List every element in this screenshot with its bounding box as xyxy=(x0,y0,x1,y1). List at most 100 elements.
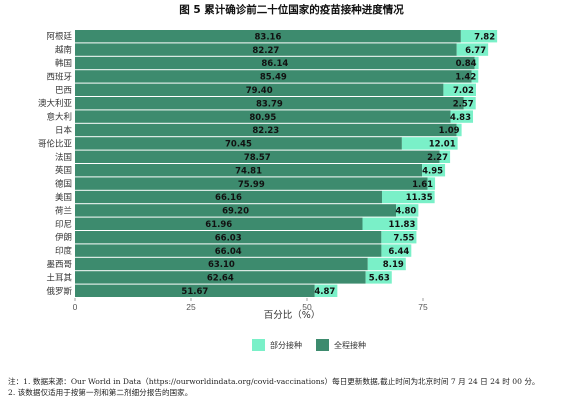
bar-partial xyxy=(365,271,392,284)
bar-partial xyxy=(396,204,419,217)
bar-partial xyxy=(422,164,446,177)
partial-value-label: 4.87 xyxy=(314,287,335,297)
bar-full xyxy=(75,190,382,204)
partial-value-label: 8.19 xyxy=(383,260,404,270)
x-tick-label: 50 xyxy=(302,302,312,312)
full-value-label: 75.99 xyxy=(238,180,265,190)
category-label: 印尼 xyxy=(55,219,72,230)
category-label: 土耳其 xyxy=(46,272,72,283)
category-label: 日本 xyxy=(55,125,73,136)
bar-full xyxy=(75,123,457,137)
footnote-2: 2. 该数据仅适用于按第一剂和第二剂细分报告的国家。 xyxy=(8,388,193,397)
partial-value-label: 12.01 xyxy=(429,140,456,150)
bar-full xyxy=(75,204,397,217)
partial-value-label: 11.83 xyxy=(388,220,415,230)
full-value-label: 82.23 xyxy=(252,126,279,136)
bar-partial xyxy=(443,83,476,96)
legend-swatch xyxy=(252,339,265,351)
x-tick-label: 75 xyxy=(418,302,428,312)
full-value-label: 83.79 xyxy=(256,99,283,109)
partial-value-label: 2.27 xyxy=(427,153,448,163)
bar-full xyxy=(75,70,472,83)
bar-partial xyxy=(474,56,479,70)
full-value-label: 69.20 xyxy=(222,207,249,217)
full-value-label: 61.96 xyxy=(205,220,232,230)
full-value-label: 66.03 xyxy=(215,233,242,243)
full-value-label: 82.27 xyxy=(252,46,279,56)
category-label: 墨西哥 xyxy=(46,260,72,270)
category-label: 韩国 xyxy=(55,58,72,69)
bar-partial xyxy=(314,284,338,297)
partial-value-label: 7.55 xyxy=(393,233,414,243)
legend-swatch xyxy=(316,339,329,351)
bar-full xyxy=(75,97,464,110)
bar-partial xyxy=(381,231,417,244)
category-label: 巴西 xyxy=(55,86,72,96)
bar-partial xyxy=(362,217,418,230)
bar-partial xyxy=(427,177,436,190)
full-value-label: 85.49 xyxy=(260,73,287,83)
full-value-label: 63.10 xyxy=(208,260,235,270)
category-label: 越南 xyxy=(55,45,72,56)
bar-full xyxy=(75,217,363,230)
full-value-label: 79.40 xyxy=(246,86,273,96)
full-value-label: 74.81 xyxy=(235,166,262,176)
x-tick-label: 25 xyxy=(186,302,196,312)
footnote-1: 注：1. 数据来源：Our World in Data（https://ourw… xyxy=(8,377,540,386)
bar-partial xyxy=(401,137,458,150)
partial-value-label: 7.02 xyxy=(453,86,474,96)
bar-full xyxy=(75,83,444,96)
bar-full xyxy=(75,284,315,297)
full-value-label: 86.14 xyxy=(261,59,288,69)
category-label: 哥伦比亚 xyxy=(38,138,73,149)
bar-partial xyxy=(471,70,479,83)
chart-title: 图 5 累计确诊前二十位国家的疫苗接种进度情况 xyxy=(179,3,404,16)
category-label: 俄罗斯 xyxy=(46,286,72,297)
legend-label: 全程接种 xyxy=(334,340,366,350)
bar-full xyxy=(75,110,451,123)
full-value-label: 78.57 xyxy=(244,153,271,163)
bar-full xyxy=(75,231,382,244)
bar-full xyxy=(75,271,366,284)
category-label: 澳大利亚 xyxy=(38,98,73,109)
legend-label: 部分接种 xyxy=(270,340,302,350)
x-tick-label: 0 xyxy=(73,302,78,312)
full-value-label: 70.45 xyxy=(225,140,252,150)
full-value-label: 83.16 xyxy=(254,32,281,42)
bar-full xyxy=(75,137,402,150)
category-label: 法国 xyxy=(55,152,72,163)
partial-value-label: 7.82 xyxy=(474,32,495,42)
partial-value-label: 2.57 xyxy=(453,99,474,109)
bar-partial xyxy=(381,244,412,257)
partial-value-label: 5.63 xyxy=(369,274,390,284)
category-label: 荷兰 xyxy=(55,205,72,216)
bar-partial xyxy=(367,257,406,271)
bar-partial xyxy=(463,97,476,110)
bar-partial xyxy=(460,30,498,43)
bar-full xyxy=(75,164,423,177)
partial-value-label: 6.77 xyxy=(465,46,486,56)
bar-full xyxy=(75,43,457,56)
bar-partial xyxy=(456,43,489,56)
bar-full xyxy=(75,150,440,163)
bar-partial xyxy=(456,123,462,137)
bar-full xyxy=(75,177,428,190)
bar-full xyxy=(75,257,368,271)
bar-partial xyxy=(381,190,435,204)
partial-value-label: 6.44 xyxy=(388,247,409,257)
category-label: 英国 xyxy=(55,165,72,176)
vaccination-progress-chart: 图 5 累计确诊前二十位国家的疫苗接种进度情况 阿根廷 83.16 7.82 越南 82… xyxy=(38,3,498,351)
full-value-label: 80.95 xyxy=(249,113,276,123)
bars-layer: 阿根廷 83.16 7.82 越南 82.27 6.77 韩国 86.14 0.84 西班牙 85.… xyxy=(38,30,498,297)
full-value-label: 62.64 xyxy=(207,274,234,284)
partial-value-label: 4.95 xyxy=(422,166,443,176)
full-value-label: 66.16 xyxy=(215,193,242,203)
category-label: 德国 xyxy=(55,179,72,190)
partial-value-label: 4.83 xyxy=(450,113,471,123)
category-label: 阿根廷 xyxy=(46,31,72,42)
category-label: 印度 xyxy=(55,246,73,257)
bar-full xyxy=(75,30,461,43)
partial-value-label: 1.42 xyxy=(455,73,476,83)
x-axis: 0 25 50 75 xyxy=(73,298,428,312)
full-value-label: 66.04 xyxy=(215,247,242,257)
